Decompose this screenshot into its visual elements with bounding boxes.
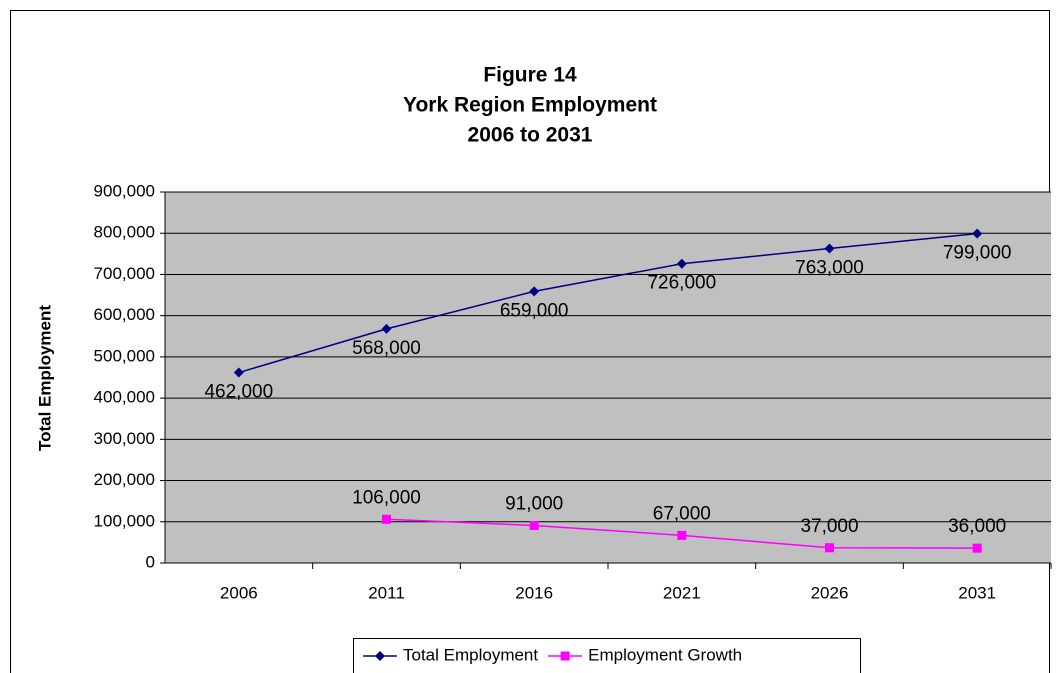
data-label: 568,000	[352, 338, 421, 359]
x-tick-label: 2026	[811, 583, 849, 602]
x-tick-label: 2016	[515, 583, 553, 602]
chart-title: 2006 to 2031	[468, 124, 593, 147]
data-label: 106,000	[352, 487, 421, 508]
y-tick-label: 400,000	[94, 388, 155, 407]
data-label: 799,000	[943, 243, 1012, 264]
marker	[676, 258, 687, 269]
data-label: 67,000	[653, 503, 711, 524]
marker	[972, 543, 982, 553]
marker	[529, 286, 540, 297]
y-tick-label: 0	[146, 552, 155, 571]
marker	[233, 367, 244, 378]
y-tick-label: 900,000	[94, 181, 155, 200]
y-tick-label: 800,000	[94, 223, 155, 242]
legend-label: Employment Growth	[588, 645, 742, 664]
data-label: 659,000	[500, 300, 569, 321]
y-tick-label: 600,000	[94, 305, 155, 324]
y-tick-label: 200,000	[94, 470, 155, 489]
marker	[560, 651, 570, 661]
x-tick-label: 2011	[368, 583, 405, 602]
y-tick-label: 100,000	[94, 511, 155, 530]
data-label: 91,000	[505, 494, 563, 515]
x-tick-label: 2006	[220, 583, 258, 602]
data-label: 37,000	[800, 516, 858, 537]
data-label: 462,000	[204, 382, 273, 403]
marker	[381, 323, 392, 334]
marker	[972, 228, 983, 239]
y-axis-label: Total Employment	[35, 305, 54, 451]
y-tick-label: 700,000	[94, 264, 155, 283]
marker	[825, 543, 834, 553]
plot-area	[165, 192, 1051, 563]
marker	[382, 514, 391, 524]
marker	[529, 520, 539, 530]
y-tick-label: 500,000	[94, 346, 155, 365]
x-tick-label: 2021	[663, 583, 701, 602]
data-label: 726,000	[647, 273, 716, 294]
y-tick-label: 300,000	[94, 429, 155, 448]
legend-box	[353, 638, 861, 673]
legend-label: Total Employment	[403, 645, 538, 664]
marker	[677, 530, 687, 540]
marker	[375, 651, 385, 661]
marker	[824, 243, 835, 254]
data-label: 763,000	[795, 257, 864, 278]
chart-title: Figure 14	[483, 64, 577, 87]
series-line	[238, 232, 978, 374]
data-label: 36,000	[948, 516, 1006, 537]
x-tick-label: 2031	[958, 583, 996, 602]
chart-title: York Region Employment	[403, 94, 657, 117]
